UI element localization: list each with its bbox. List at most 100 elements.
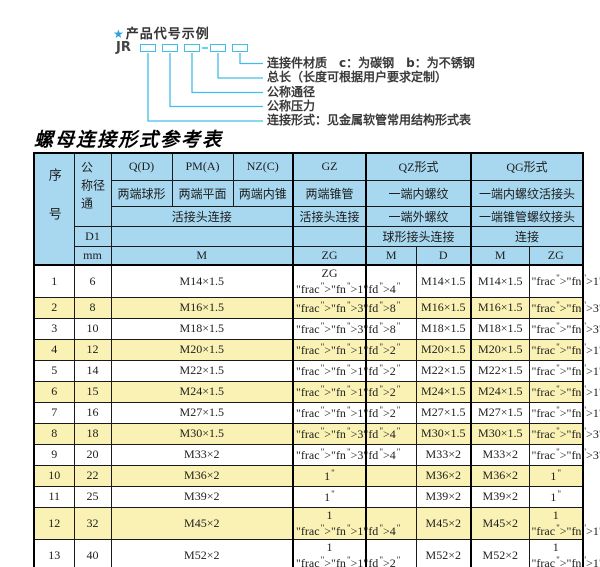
header-gz-sub: 两端锥管 bbox=[292, 179, 367, 207]
cell-qz-m bbox=[365, 538, 417, 567]
cell-dn: 40 bbox=[73, 538, 112, 567]
table-row: 3 10 M18×1.5 "frac">"fn">3"fd">8" M18×1.5 M18… bbox=[33, 317, 600, 340]
cell-dn: 16 bbox=[73, 401, 112, 424]
star-icon: ★ bbox=[113, 27, 125, 41]
header-qg-connection: 连接 bbox=[470, 225, 584, 247]
cell-qz-d: M18×1.5 bbox=[415, 317, 472, 340]
cell-dn: 10 bbox=[73, 317, 112, 340]
code-prefix: JR bbox=[116, 40, 131, 55]
product-code-heading: ★产品代号示例 bbox=[113, 23, 210, 42]
header-gz-connection: 活接头连接 bbox=[292, 205, 367, 227]
cell-qg-zg: "frac">"fn">1"fd">4" bbox=[528, 264, 600, 298]
cell-serial: 13 bbox=[33, 538, 75, 567]
cell-m-thread: M36×2 bbox=[110, 464, 294, 487]
cell-qg-zg: "frac">"fn">1"fd">2" bbox=[528, 359, 600, 382]
cell-qg-zg: "frac">"fn">1"fd">2" bbox=[528, 338, 600, 361]
cell-qg-m: M52×2 bbox=[470, 538, 530, 567]
cell-gz-thread: "frac">"fn">1"fd">2" bbox=[292, 401, 400, 424]
code-box-3 bbox=[184, 44, 200, 52]
cell-dn: 32 bbox=[73, 506, 112, 540]
table-row: 11 25 M39×2 1" M39×2 M39×2 1" bbox=[33, 485, 584, 508]
cell-qz-d: M30×1.5 bbox=[415, 422, 472, 445]
cell-serial: 2 bbox=[33, 296, 75, 319]
header-spacer-gz bbox=[292, 225, 367, 247]
cell-serial: 7 bbox=[33, 401, 75, 424]
cell-qg-m: M36×2 bbox=[470, 464, 530, 487]
table-title: 螺母连接形式参考表 bbox=[34, 129, 224, 151]
header-qg: QG形式 bbox=[470, 152, 584, 181]
cell-m-thread: M24×1.5 bbox=[110, 380, 294, 403]
cell-qz-d: M36×2 bbox=[415, 464, 472, 487]
table-row: 7 16 M27×1.5 "frac">"fn">1"fd">2" M27×1.5 M27… bbox=[33, 401, 600, 424]
cell-qg-m: M18×1.5 bbox=[470, 317, 530, 340]
header-qz-sub2: 一端外螺纹 bbox=[365, 205, 472, 227]
cell-dn: 20 bbox=[73, 443, 112, 466]
cell-m-thread: M27×1.5 bbox=[110, 401, 294, 424]
cell-gz-thread: "frac">"fn">3"fd">4" bbox=[292, 443, 400, 466]
cell-qz-m bbox=[365, 380, 417, 403]
header-qz-connection: 球形接头连接 bbox=[365, 225, 472, 247]
cell-qz-m bbox=[365, 506, 417, 540]
cell-qg-m: M39×2 bbox=[470, 485, 530, 508]
cell-qg-m: M33×2 bbox=[470, 443, 530, 466]
table-row: 5 14 M22×1.5 "frac">"fn">1"fd">2" M22×1.5 M22… bbox=[33, 359, 600, 382]
cell-serial: 11 bbox=[33, 485, 75, 508]
code-box-2 bbox=[162, 44, 178, 52]
cell-qz-m bbox=[365, 422, 417, 445]
cell-qg-zg: "frac">"fn">3"fd">4" bbox=[528, 422, 600, 445]
cell-m-thread: M22×1.5 bbox=[110, 359, 294, 382]
cell-dn: 14 bbox=[73, 359, 112, 382]
cell-gz-thread: "frac">"fn">1"fd">2" bbox=[292, 359, 400, 382]
cell-serial: 1 bbox=[33, 264, 75, 298]
cell-qg-zg: 1" bbox=[528, 485, 584, 508]
header-m: M bbox=[110, 245, 294, 265]
cell-m-thread: M45×2 bbox=[110, 506, 294, 540]
header-zg: ZG bbox=[292, 245, 367, 265]
header-qg-sub1: 一端内螺纹活接头 bbox=[470, 179, 584, 207]
cell-m-thread: M33×2 bbox=[110, 443, 294, 466]
leader-lines bbox=[147, 47, 263, 122]
cell-qg-zg: "frac">"fn">3"fd">4" bbox=[528, 443, 600, 466]
cell-qg-m: M30×1.5 bbox=[470, 422, 530, 445]
cell-serial: 5 bbox=[33, 359, 75, 382]
header-qz-sub1: 一端内螺纹 bbox=[365, 179, 472, 207]
cell-serial: 6 bbox=[33, 380, 75, 403]
header-mm: mm bbox=[73, 245, 112, 265]
label-nominal-diameter: 公称通径 bbox=[267, 85, 316, 99]
cell-qg-m: M45×2 bbox=[470, 506, 530, 540]
cell-serial: 12 bbox=[33, 506, 75, 540]
table-row: 1 6 M14×1.5 ZG "frac">"fn">1"fd">4" M14×1.5 M… bbox=[33, 264, 600, 298]
cell-m-thread: M14×1.5 bbox=[110, 264, 294, 298]
table-row: 412M20×1.5"frac">"fn">1"fd">2"M20×1.5M20… bbox=[33, 338, 600, 361]
cell-qg-m: M22×1.5 bbox=[470, 359, 530, 382]
header-serial: 序号 bbox=[33, 152, 75, 265]
cell-dn: 25 bbox=[73, 485, 112, 508]
cell-gz-thread: 1" bbox=[292, 464, 367, 487]
header-qd: Q(D) bbox=[110, 152, 173, 181]
cell-qz-d: M14×1.5 bbox=[415, 264, 472, 298]
cell-serial: 4 bbox=[33, 338, 75, 361]
cell-m-thread: M18×1.5 bbox=[110, 317, 294, 340]
cell-qz-d: M33×2 bbox=[415, 443, 472, 466]
label-connection-form: 连接形式：见金属软管常用结构形式表 bbox=[267, 113, 472, 127]
cell-qg-zg: "frac">"fn">3"fd">8" bbox=[528, 317, 600, 340]
table-row: 13 40 M52×2 1 "frac">"fn">1"fd">2" M52×2 M52×… bbox=[33, 538, 600, 567]
cell-dn: 6 bbox=[73, 264, 112, 298]
cell-dn: 18 bbox=[73, 422, 112, 445]
cell-gz-thread: 1" bbox=[292, 485, 367, 508]
header-qg-zg: ZG bbox=[528, 245, 584, 265]
cell-m-thread: M20×1.5 bbox=[110, 338, 294, 361]
cell-gz-thread: "frac">"fn">1"fd">2" bbox=[292, 338, 400, 361]
header-qz-d: D bbox=[415, 245, 472, 265]
cell-gz-thread: "frac">"fn">3"fd">8" bbox=[292, 317, 400, 340]
cell-m-thread: M39×2 bbox=[110, 485, 294, 508]
cell-serial: 10 bbox=[33, 464, 75, 487]
cell-qg-m: M14×1.5 bbox=[470, 264, 530, 298]
cell-qz-m bbox=[365, 464, 417, 487]
cell-qz-d: M27×1.5 bbox=[415, 401, 472, 424]
cell-serial: 3 bbox=[33, 317, 75, 340]
cell-serial: 8 bbox=[33, 422, 75, 445]
cell-qz-m bbox=[365, 485, 417, 508]
cell-qg-zg: "frac">"fn">1"fd">2" bbox=[528, 380, 600, 403]
